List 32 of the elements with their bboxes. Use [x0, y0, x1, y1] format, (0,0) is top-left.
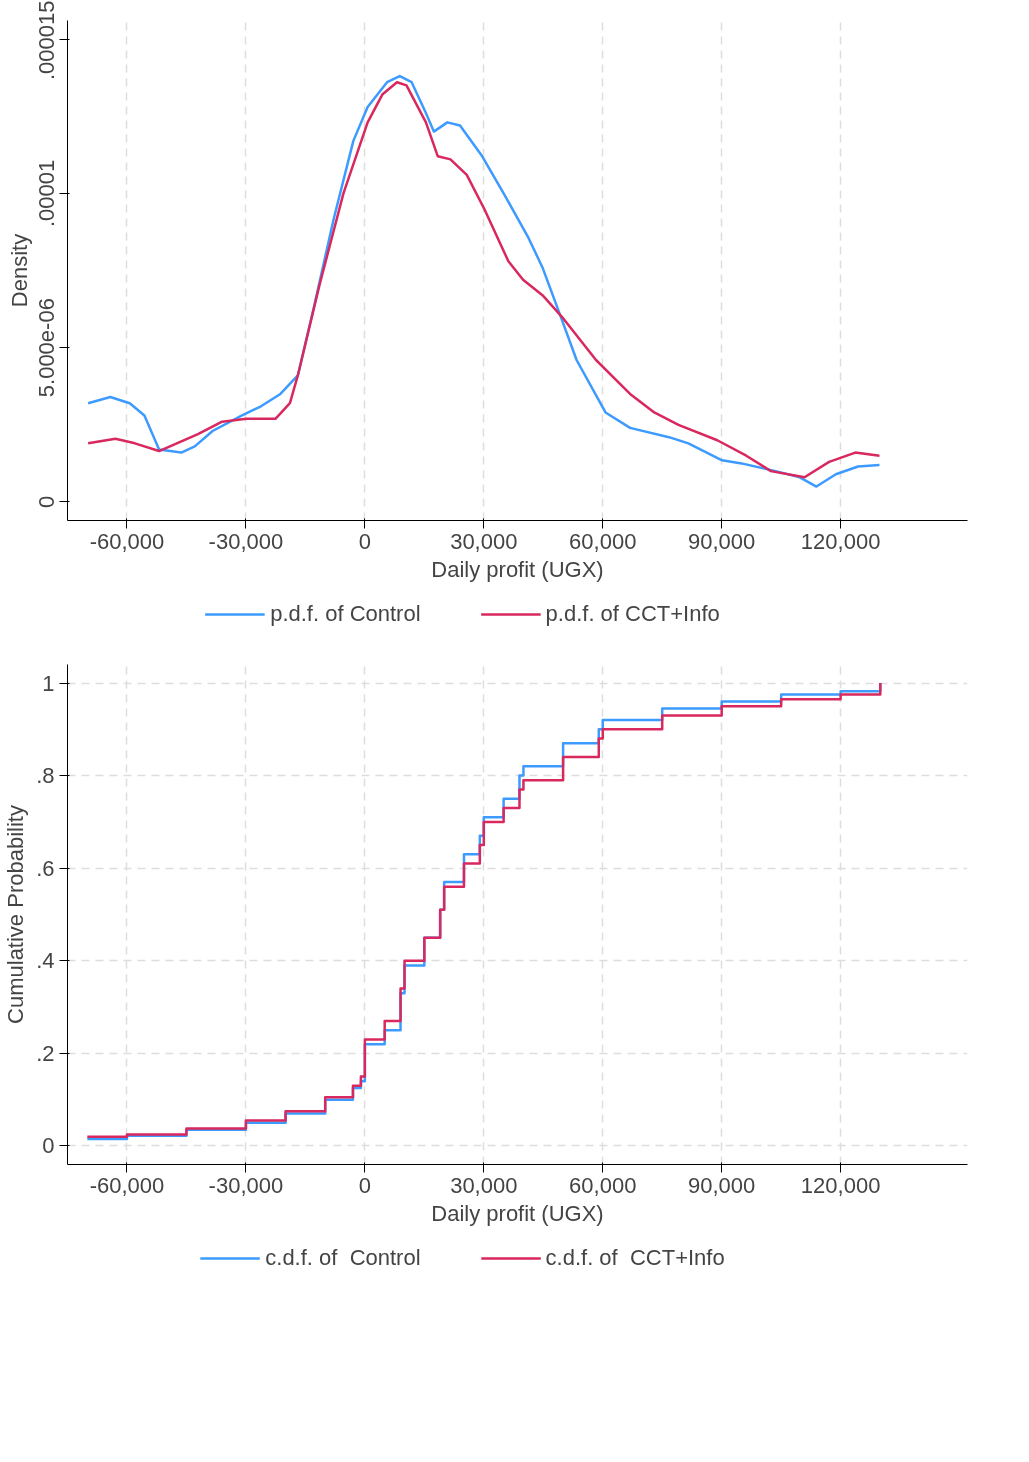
x-tick-label: -30,000 — [208, 528, 284, 554]
y-tick-label: .00001 — [34, 159, 60, 227]
x-tick-label: 60,000 — [569, 528, 637, 554]
x-tick-label: -60,000 — [89, 528, 165, 554]
legend-label: p.d.f. of CCT+Info — [545, 601, 720, 627]
y-tick-label: .2 — [36, 1040, 55, 1066]
x-tick-label: 60,000 — [569, 1172, 637, 1198]
y-tick-label: .6 — [36, 855, 55, 881]
x-tick-label: 30,000 — [450, 1172, 518, 1198]
x-tick-label: 90,000 — [688, 1172, 756, 1198]
y-tick-label: .000015 — [34, 0, 60, 81]
y-axis-title: Density — [6, 233, 32, 308]
x-tick-label: 120,000 — [800, 1172, 881, 1198]
x-tick-label: 120,000 — [800, 528, 881, 554]
y-tick-label: .4 — [36, 948, 55, 974]
legend-label: c.d.f. of CCT+Info — [545, 1245, 725, 1271]
x-tick-label: 90,000 — [688, 528, 756, 554]
y-tick-label: 1 — [42, 670, 55, 696]
legend-label: c.d.f. of Control — [265, 1245, 421, 1271]
y-tick-label: 0 — [34, 495, 60, 509]
x-tick-label: 0 — [358, 1172, 371, 1198]
y-tick-label: 5.000e-06 — [34, 298, 60, 398]
x-tick-label: -60,000 — [89, 1172, 165, 1198]
x-axis-title: Daily profit (UGX) — [431, 556, 604, 582]
x-tick-label: -30,000 — [208, 1172, 284, 1198]
y-tick-label: .8 — [36, 763, 55, 789]
y-axis-title: Cumulative Probability — [3, 805, 29, 1024]
x-tick-label: 0 — [358, 528, 371, 554]
x-axis-title: Daily profit (UGX) — [431, 1200, 604, 1226]
legend-label: p.d.f. of Control — [270, 601, 421, 627]
y-tick-label: 0 — [42, 1133, 55, 1159]
x-tick-label: 30,000 — [450, 528, 518, 554]
